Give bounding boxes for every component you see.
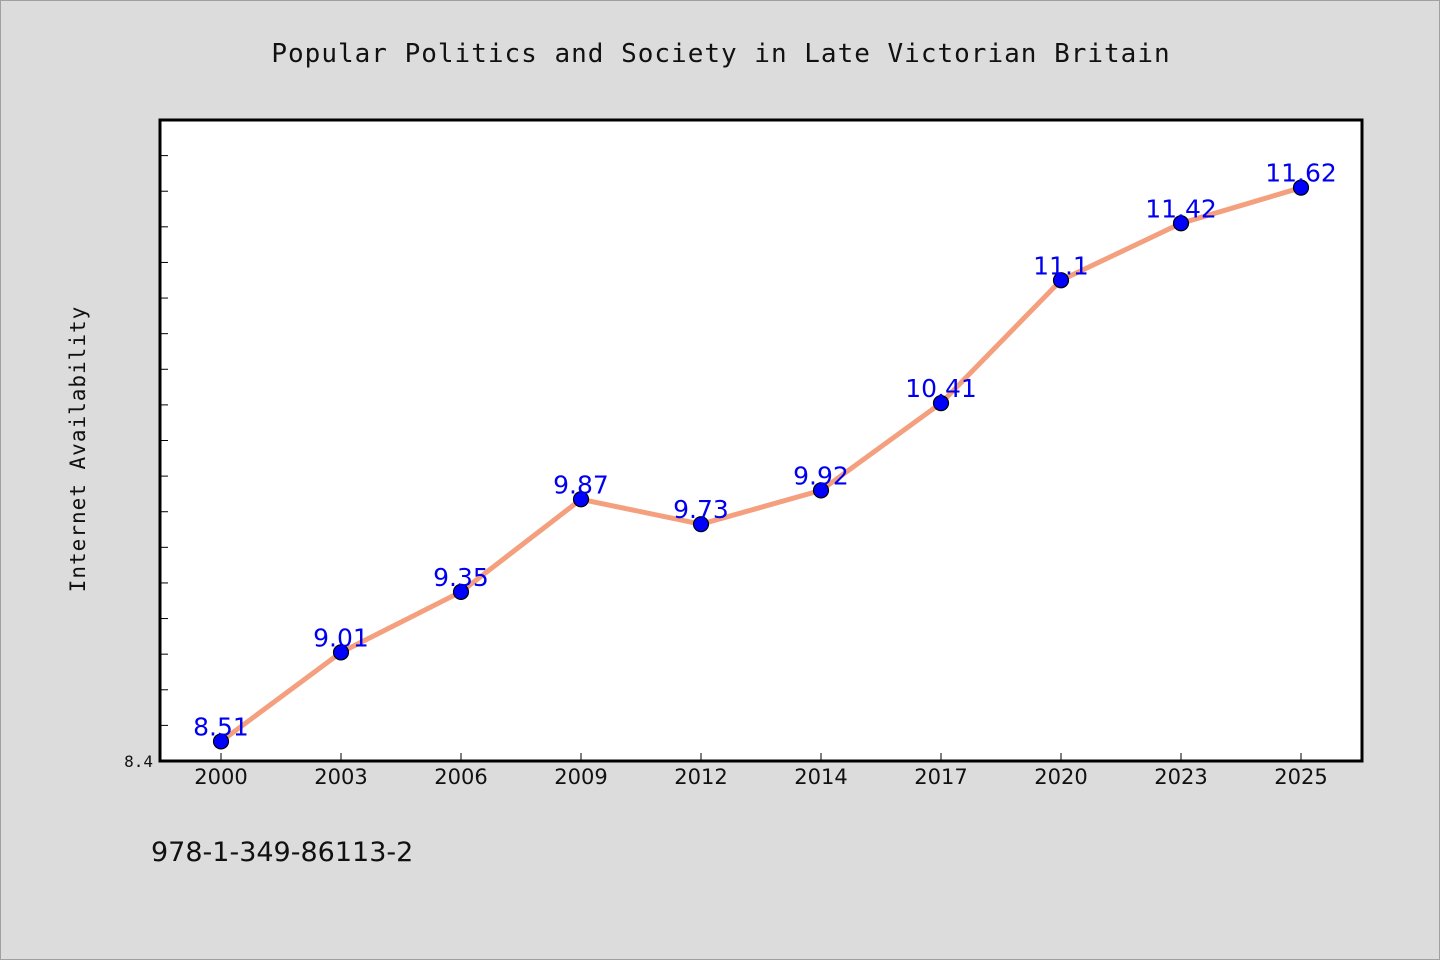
- data-point-2020: [1052, 272, 1070, 289]
- data-label-2017: 10.41: [905, 374, 977, 403]
- data-point-2014: [812, 482, 830, 499]
- data-point-2025: [1292, 179, 1310, 196]
- x-tick-label-2020: 2020: [1034, 765, 1087, 789]
- data-label-2020: 11.1: [1033, 251, 1089, 280]
- data-point-2012: [692, 516, 710, 533]
- x-tick-label-2023: 2023: [1154, 765, 1207, 789]
- series-line: [218, 185, 1304, 744]
- x-tick-label-2009: 2009: [554, 765, 607, 789]
- data-point-2017: [932, 395, 950, 412]
- data-label-2006: 9.35: [433, 563, 489, 592]
- y-tick-label-min: 8.4: [124, 752, 153, 771]
- x-tick-label-2006: 2006: [434, 765, 487, 789]
- data-point-2000: [212, 733, 230, 750]
- x-tick-label-2003: 2003: [314, 765, 367, 789]
- x-tick-label-2014: 2014: [794, 765, 847, 789]
- x-tick-label-2025: 2025: [1274, 765, 1327, 789]
- x-tick-label-2017: 2017: [914, 765, 967, 789]
- plot-area: [160, 120, 1362, 761]
- data-point-2006: [452, 583, 470, 600]
- data-point-2023: [1172, 215, 1190, 232]
- plot-frame: [158, 118, 1364, 763]
- data-point-2009: [572, 491, 590, 508]
- data-point-2003: [332, 644, 350, 661]
- data-label-2012: 9.73: [673, 495, 729, 524]
- chart-title: Popular Politics and Society in Late Vic…: [271, 39, 1170, 69]
- x-tick-label-2000: 2000: [194, 765, 247, 789]
- data-label-2023: 11.42: [1145, 194, 1217, 223]
- isbn-note: 978-1-349-86113-2: [151, 837, 414, 868]
- x-axis-tick-labels: 2000 2003 2006 2009 2012 2014 2017 2020 2023 2025: [194, 765, 1327, 789]
- data-labels: 8.51 9.01 9.35 9.87 9.73 9.92 10.41 11.1 11.42 11…: [193, 159, 1337, 742]
- y-axis-label: Internet Availability: [66, 306, 90, 593]
- data-label-2003: 9.01: [313, 623, 369, 652]
- data-label-2009: 9.87: [553, 470, 609, 499]
- data-label-2014: 9.92: [793, 461, 849, 490]
- data-label-2000: 8.51: [193, 712, 249, 741]
- series-markers: [212, 179, 1310, 750]
- x-tick-label-2012: 2012: [674, 765, 727, 789]
- data-label-2025: 11.62: [1265, 159, 1337, 188]
